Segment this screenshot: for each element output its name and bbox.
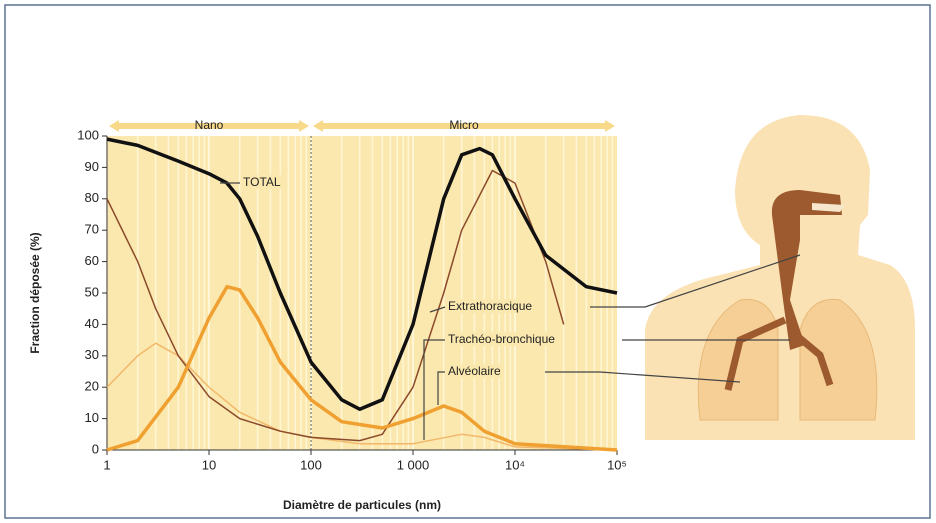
x-tick-label: 100: [300, 457, 322, 472]
y-tick-label: 80: [85, 190, 99, 205]
label-bg: [241, 175, 283, 190]
region-label: Nano: [195, 118, 224, 132]
series-line: [106, 169, 565, 442]
series-line: [106, 137, 618, 411]
region-arrow: [109, 120, 309, 132]
y-tick-label: 40: [85, 316, 99, 331]
x-tick-label: 10⁴: [505, 457, 525, 472]
x-axis-label: Diamètre de particules (nm): [283, 498, 441, 512]
leader-line: [437, 371, 741, 405]
series-label: Alvéolaire: [448, 364, 501, 378]
plot-area: [107, 136, 617, 450]
y-tick-label: 60: [85, 253, 99, 268]
series-line: [106, 284, 618, 452]
y-tick-label: 10: [85, 410, 99, 425]
y-axis-label: Fraction déposée (%): [28, 232, 42, 353]
x-tick-label: 1: [103, 457, 110, 472]
series-label: Trachéo-bronchique: [448, 332, 555, 346]
region-arrow: [313, 120, 615, 132]
leader-line: [429, 254, 801, 313]
label-bg: [446, 332, 558, 347]
label-bg: [446, 364, 504, 379]
x-tick-label: 10⁵: [607, 457, 627, 472]
y-tick-label: 50: [85, 284, 99, 299]
y-tick-label: 20: [85, 379, 99, 394]
y-tick-label: 90: [85, 159, 99, 174]
series-label: TOTAL: [243, 175, 281, 189]
y-tick-label: 30: [85, 347, 99, 362]
label-bg: [446, 299, 535, 314]
series-label: Extrathoracique: [448, 299, 532, 313]
y-tick-label: 100: [77, 127, 99, 142]
leader-line: [423, 339, 790, 440]
y-tick-label: 0: [92, 441, 99, 456]
x-tick-label: 1 000: [397, 457, 430, 472]
y-tick-label: 70: [85, 222, 99, 237]
x-tick-label: 10: [202, 457, 216, 472]
region-label: Micro: [449, 118, 479, 132]
